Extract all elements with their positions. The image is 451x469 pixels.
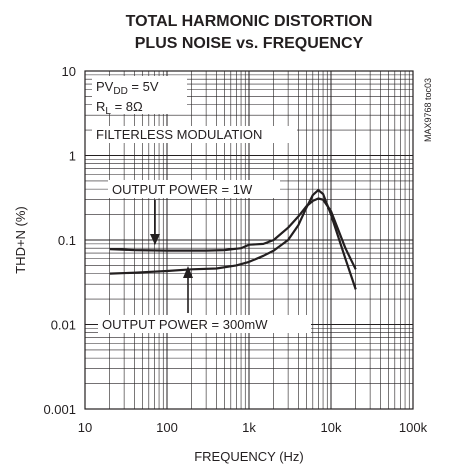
series-label-1w: OUTPUT POWER = 1W <box>108 180 280 198</box>
plot-frame <box>84 70 414 410</box>
chart-title-line-1: TOTAL HARMONIC DISTORTION <box>126 13 373 30</box>
x-tick-label: 100 <box>156 420 178 435</box>
tick-labels: 10 100 1k 10k 100k 0.001 0.01 0.1 1 10 <box>43 64 427 435</box>
y-tick-label: 0.001 <box>43 402 76 417</box>
x-axis-label: FREQUENCY (Hz) <box>194 449 304 464</box>
y-tick-label: 10 <box>62 64 76 79</box>
series-line-1 <box>109 197 357 270</box>
x-tick-label: 100k <box>399 420 428 435</box>
grid <box>84 70 414 410</box>
y-tick-label: 0.1 <box>58 233 76 248</box>
x-tick-label: 1k <box>242 420 256 435</box>
x-tick-label: 10 <box>78 420 92 435</box>
series-label-300mw-text: OUTPUT POWER = 300mW <box>102 317 268 332</box>
series-label-1w-text: OUTPUT POWER = 1W <box>112 182 253 197</box>
figure-code: MAX9768 toc03 <box>423 78 433 142</box>
y-tick-label: 0.01 <box>51 318 76 333</box>
conditions-box: PVDD = 5V RL = 8Ω FILTERLESS MODULATION <box>92 76 297 143</box>
pvdd-condition: PVDD = 5V <box>96 79 159 97</box>
y-tick-label: 1 <box>69 149 76 164</box>
arrow-1w <box>150 200 160 245</box>
arrow-300mw <box>183 266 193 313</box>
modulation-condition: FILTERLESS MODULATION <box>96 127 262 142</box>
y-axis-label: THD+N (%) <box>13 206 28 274</box>
chart-title-line-2: PLUS NOISE vs. FREQUENCY <box>135 35 364 52</box>
rl-condition: RL = 8Ω <box>96 99 143 117</box>
series-label-300mw: OUTPUT POWER = 300mW <box>98 315 311 333</box>
x-tick-label: 10k <box>321 420 342 435</box>
